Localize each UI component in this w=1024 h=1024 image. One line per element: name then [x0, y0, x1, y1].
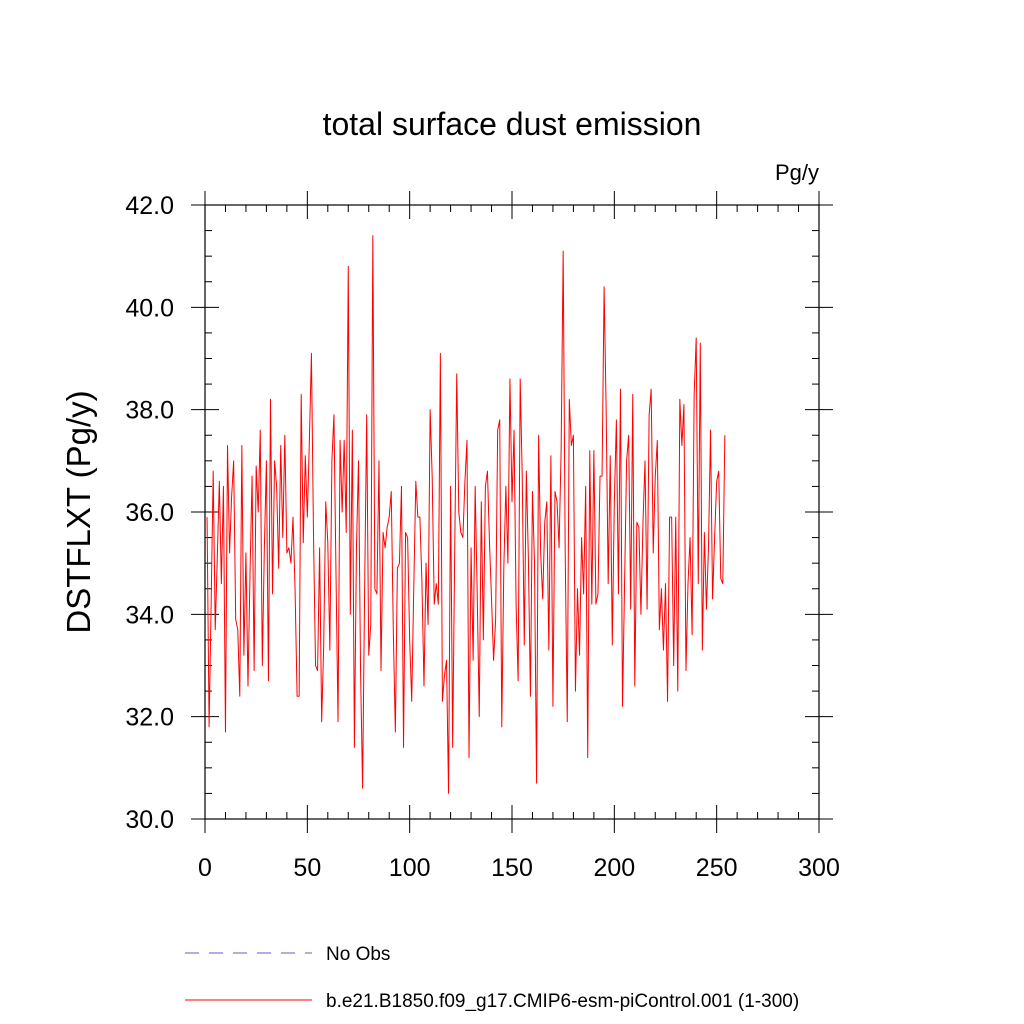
y-tick-label: 30.0	[125, 806, 174, 834]
x-tick-label: 300	[798, 854, 840, 882]
legend-label: No Obs	[326, 944, 390, 965]
x-tick-label: 50	[293, 854, 321, 882]
legend-label: b.e21.B1850.f09_g17.CMIP6-esm-piControl.…	[326, 991, 799, 1012]
axis-tick-labels: 0 50 100 150 200 250 300 30.0 32.0 34.0 36.0 38.0 40…	[125, 192, 840, 882]
y-tick-label: 38.0	[125, 397, 174, 425]
legend: No Obs b.e21.B1850.f09_g17.CMIP6-esm-piCo…	[185, 944, 799, 1012]
x-tick-label: 200	[593, 854, 635, 882]
series-group	[206, 235, 726, 794]
x-tick-label: 0	[198, 854, 212, 882]
y-tick-label: 42.0	[125, 192, 174, 220]
plot-frame	[204, 204, 820, 820]
units-label: Pg/y	[775, 160, 819, 185]
y-tick-label: 34.0	[125, 601, 174, 629]
y-axis-label: DSTFLXT (Pg/y)	[60, 390, 97, 633]
series-line	[206, 235, 726, 794]
y-tick-label: 40.0	[125, 294, 174, 322]
x-tick-label: 150	[491, 854, 533, 882]
y-tick-label: 36.0	[125, 499, 174, 527]
chart-title: total surface dust emission	[323, 106, 702, 142]
axis-ticks	[191, 191, 833, 833]
y-tick-label: 32.0	[125, 704, 174, 732]
x-tick-label: 100	[389, 854, 431, 882]
x-tick-label: 250	[696, 854, 738, 882]
